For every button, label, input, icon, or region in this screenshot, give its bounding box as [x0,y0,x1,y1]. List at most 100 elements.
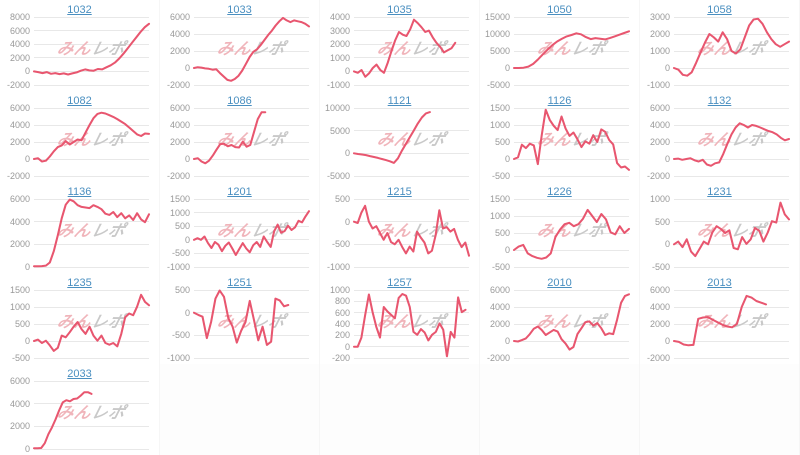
chart-cell: 1201 1500 1000 500 0 -500 -1000 みんレポ [160,182,320,273]
gridline [34,266,149,268]
chart-link-1257[interactable]: 1257 [387,277,412,289]
series-line-1257 [352,293,467,358]
chart-link-1033[interactable]: 1033 [227,4,252,16]
gridline [514,232,629,234]
chart-link-2010[interactable]: 2010 [547,277,572,289]
gridline [194,212,309,214]
y-tick-label: 4000 [9,398,30,409]
y-axis-labels: 6000 4000 2000 0 -2000 [640,285,674,363]
gridline [194,175,309,177]
y-tick-label: 0 [24,336,30,346]
series-line-2033 [32,391,93,450]
y-tick-label: 500 [654,216,670,227]
chart-cell: 1132 6000 4000 2000 0 -2000 みんレポ [640,91,800,182]
chart-link-1121[interactable]: 1121 [387,95,412,107]
series-svg [512,30,631,69]
gridline [354,334,469,336]
plot-area: みんレポ [672,16,791,86]
y-tick-label: 10000 [484,29,510,39]
y-tick-label: 800 [334,296,350,307]
y-tick-label: 4000 [489,302,510,312]
chart-link-1035[interactable]: 1035 [387,4,412,16]
y-axis-labels: 500 0 -500 -1000 [320,194,354,272]
chart-link-1050[interactable]: 1050 [547,4,572,16]
chart-link-1215[interactable]: 1215 [387,186,412,198]
y-tick-label: 4000 [9,39,30,50]
series-line-1086 [192,111,267,165]
series-line-1050 [512,30,631,69]
gridline [34,425,149,427]
y-tick-label: 1000 [329,285,350,295]
sparkline-chart: 1500 1000 500 0 -500 みんレポ [0,285,159,363]
y-tick-label: 1000 [649,194,670,204]
y-tick-label: 0 [344,66,350,77]
sparkline-chart: 6000 4000 2000 0 -2000 みんレポ [480,285,639,363]
gridline [354,221,469,223]
y-tick-label: 5000 [489,46,510,56]
gridline [674,357,789,359]
y-tick-label: 2000 [329,39,350,50]
chart-link-1136[interactable]: 1136 [67,186,92,198]
y-tick-label: 600 [334,307,350,318]
series-line-1082 [32,111,151,163]
series-svg [512,108,631,171]
sparkline-chart: 4000 3000 2000 1000 0 -1000 みんレポ [320,12,479,90]
chart-cell: 1231 1000 500 0 -500 みんレポ [640,182,800,273]
gridline [674,323,789,325]
gridline [674,289,789,291]
plot-area: みんレポ [192,16,311,86]
chart-cell: 2013 6000 4000 2000 0 -2000 みんレポ [640,273,800,364]
plot-area: みんレポ [192,198,311,268]
y-tick-label: 0 [24,262,30,272]
series-svg [672,122,791,167]
empty-cell [160,364,320,455]
sparkline-chart: 6000 4000 2000 0 みんレポ [0,194,159,272]
gridline [674,198,789,200]
gridline [34,306,149,308]
chart-link-1201[interactable]: 1201 [227,186,252,198]
series-line-1201 [192,210,311,256]
chart-link-1058[interactable]: 1058 [707,4,732,16]
y-tick-label: 1500 [489,103,510,113]
sparkline-chart: 1500 1000 500 0 -500 -1000 みんレポ [160,194,319,272]
chart-cell: 1033 6000 4000 2000 0 -2000 みんレポ [160,0,320,91]
sparkline-chart: 3000 2000 1000 0 -1000 みんレポ [640,12,799,90]
chart-link-1235[interactable]: 1235 [67,277,92,289]
y-axis-labels: 6000 4000 2000 0 [0,376,34,454]
chart-title: 2010 [480,275,639,289]
chart-link-1082[interactable]: 1082 [67,95,92,107]
series-svg [32,22,151,76]
series-svg [672,17,791,77]
chart-link-1032[interactable]: 1032 [67,4,92,16]
chart-link-1251[interactable]: 1251 [227,277,252,289]
chart-link-1086[interactable]: 1086 [227,95,252,107]
y-tick-label: 2000 [169,137,190,147]
chart-link-1231[interactable]: 1231 [707,186,732,198]
gridline [674,67,789,69]
gridline [354,266,469,268]
gridline [674,306,789,308]
plot-area: みんレポ [512,16,631,86]
chart-link-2033[interactable]: 2033 [67,368,92,380]
chart-title: 1035 [320,2,479,16]
y-tick-label: 2000 [649,319,670,329]
chart-link-2013[interactable]: 2013 [707,277,732,289]
y-tick-label: 500 [494,137,510,147]
gridline [34,43,149,45]
chart-title: 1086 [160,93,319,107]
gridline [354,243,469,245]
y-axis-labels: 1000 500 0 -500 [640,194,674,272]
gridline [674,84,789,86]
y-tick-label: -1000 [326,262,350,272]
y-tick-label: -500 [171,330,190,341]
chart-cell: 1082 6000 4000 2000 0 -2000 みんレポ [0,91,160,182]
chart-link-1132[interactable]: 1132 [707,95,732,107]
y-tick-label: 2000 [9,137,30,147]
chart-cell: 1086 6000 4000 2000 0 -2000 みんレポ [160,91,320,182]
gridline [194,107,309,109]
chart-link-1126[interactable]: 1126 [547,95,572,107]
y-tick-label: 2000 [649,137,670,147]
gridline [354,57,469,59]
series-svg [32,198,151,268]
chart-link-1226[interactable]: 1226 [547,186,572,198]
